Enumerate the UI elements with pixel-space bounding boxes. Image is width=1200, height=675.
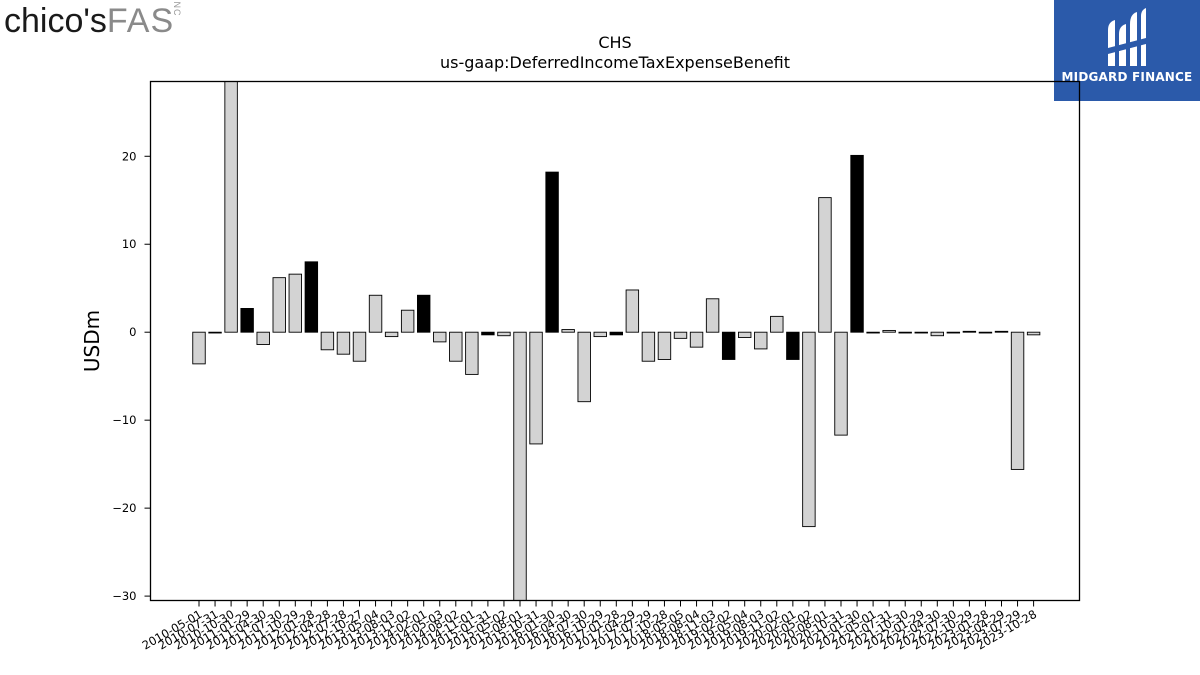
bar (336, 331, 351, 355)
bar (272, 277, 286, 333)
y-tick-label: −10 (112, 413, 136, 427)
bar (256, 331, 270, 345)
bar (449, 331, 463, 362)
bar (400, 309, 415, 333)
chart-subtitle: us-gaap:DeferredIncomeTaxExpenseBenefit (440, 53, 790, 72)
bar (866, 331, 880, 334)
bar (593, 331, 607, 338)
bar (786, 331, 800, 360)
bar (738, 331, 752, 338)
bar (368, 294, 383, 333)
y-tick-label: 10 (122, 237, 137, 251)
bar (1026, 331, 1041, 336)
bar (1010, 331, 1025, 470)
company-logo: chico'sFASINC (4, 0, 193, 42)
bar (978, 331, 993, 334)
bar (208, 331, 222, 334)
bar (481, 331, 495, 336)
company-logo-suffix: FAS (106, 2, 175, 40)
bar (561, 329, 575, 333)
y-ticks: −30 −20 −10 0 10 20 (112, 149, 151, 603)
y-tick-label: 0 (129, 325, 136, 339)
bar (770, 315, 784, 333)
bar (930, 331, 944, 337)
bar (240, 308, 254, 333)
bar (882, 329, 896, 333)
bar (689, 331, 704, 348)
bar (417, 294, 431, 333)
bar (352, 331, 367, 362)
bar (834, 331, 848, 436)
bar (914, 331, 928, 334)
bar (529, 331, 543, 445)
brand-name: MIDGARD FINANCE (1061, 70, 1193, 84)
brand-logo: MIDGARD FINANCE (1054, 0, 1200, 101)
company-logo-name: chico's (4, 2, 107, 40)
bar (433, 331, 447, 343)
bar (304, 261, 319, 333)
chart-title: CHS (598, 33, 631, 52)
bar (384, 331, 399, 338)
brand-mark-icon (1108, 8, 1146, 66)
bar (754, 331, 768, 350)
bar (705, 298, 720, 333)
bar (994, 330, 1009, 333)
bar (465, 331, 479, 375)
bar (513, 331, 527, 601)
bar (657, 331, 672, 360)
x-ticks: 2010-05-012010-07-312010-10-302011-01-29… (140, 600, 1039, 653)
bar (962, 330, 977, 333)
bar (898, 331, 912, 334)
bar (625, 289, 640, 333)
bar (320, 331, 335, 351)
bar (850, 154, 864, 333)
bar (721, 331, 736, 360)
bars-layer (192, 81, 1041, 601)
bar (224, 81, 238, 333)
bar (609, 331, 623, 336)
bar (802, 331, 816, 528)
bar (192, 331, 206, 365)
bar (497, 331, 511, 337)
bar (673, 331, 688, 339)
y-tick-label: 20 (122, 149, 137, 163)
bar (818, 197, 832, 333)
bar (288, 273, 302, 333)
y-tick-label: −20 (112, 501, 136, 515)
bar (545, 171, 559, 333)
y-tick-label: −30 (112, 589, 136, 603)
plot-frame (149, 80, 1081, 602)
y-axis-label: USDm (80, 310, 104, 372)
bar (641, 331, 656, 362)
bar (577, 331, 591, 403)
bar (946, 331, 961, 334)
